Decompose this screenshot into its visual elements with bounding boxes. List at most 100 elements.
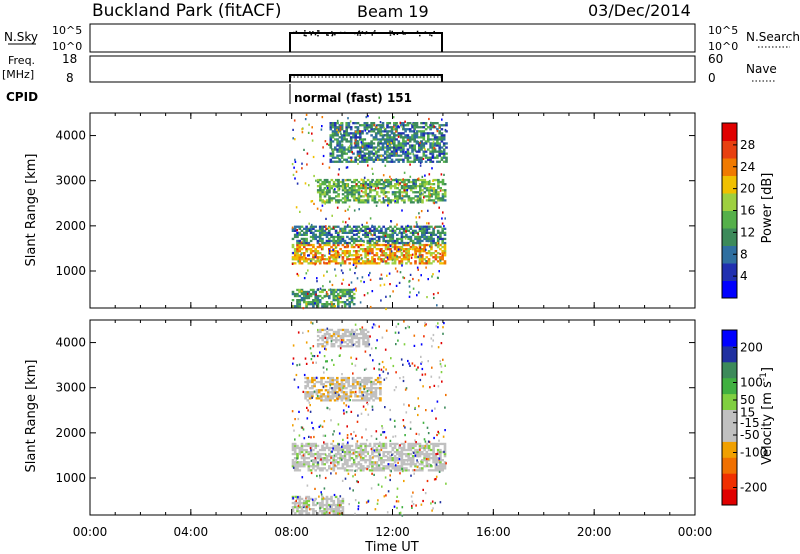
power-cell bbox=[323, 274, 325, 277]
power-cell bbox=[377, 132, 380, 135]
power-cell bbox=[366, 292, 369, 295]
power-cell bbox=[371, 185, 374, 188]
power-cell bbox=[328, 239, 331, 243]
power-cell bbox=[378, 187, 381, 190]
power-cell bbox=[364, 252, 367, 255]
velocity-cell bbox=[291, 465, 295, 468]
power-cell bbox=[330, 123, 333, 126]
power-cell bbox=[385, 158, 388, 162]
power-cell bbox=[404, 120, 406, 123]
velocity-cell bbox=[349, 332, 351, 335]
power-cell bbox=[386, 144, 389, 147]
power-cell bbox=[305, 290, 308, 294]
nsky-point bbox=[378, 32, 381, 34]
power-cell bbox=[319, 191, 322, 194]
power-cell bbox=[339, 248, 342, 251]
power-cell bbox=[348, 237, 351, 241]
velocity-colorbar-tick: 15 bbox=[740, 405, 755, 419]
velocity-cell bbox=[339, 501, 342, 505]
velocity-cell bbox=[432, 459, 435, 462]
velocity-cell bbox=[379, 380, 382, 384]
velocity-cell bbox=[360, 332, 363, 336]
power-cell bbox=[399, 182, 401, 185]
nsky-point bbox=[419, 34, 421, 37]
power-cell bbox=[325, 201, 329, 204]
power-cell bbox=[348, 199, 352, 202]
power-cell bbox=[411, 229, 415, 232]
power-cell bbox=[372, 158, 376, 161]
velocity-colorbar-segment bbox=[722, 425, 737, 442]
power-cell bbox=[336, 133, 338, 136]
velocity-cell bbox=[389, 439, 392, 442]
power-cell bbox=[337, 250, 339, 253]
velocity-cell bbox=[392, 364, 395, 368]
power-cell bbox=[345, 126, 348, 129]
power-cell bbox=[369, 185, 372, 188]
power-cell bbox=[332, 303, 336, 306]
velocity-cell bbox=[352, 463, 356, 466]
velocity-cell bbox=[352, 448, 356, 452]
velocity-cell bbox=[389, 442, 392, 446]
velocity-cell bbox=[418, 405, 420, 408]
velocity-cell bbox=[316, 465, 320, 468]
velocity-cell bbox=[377, 469, 381, 472]
power-cell bbox=[387, 191, 390, 194]
power-cell bbox=[321, 183, 324, 186]
power-cell bbox=[399, 271, 402, 274]
power-cell bbox=[305, 227, 308, 230]
velocity-cell bbox=[372, 380, 375, 384]
velocity-cell bbox=[314, 499, 317, 502]
power-cell bbox=[365, 146, 369, 149]
velocity-cell bbox=[353, 334, 356, 338]
velocity-cell bbox=[355, 450, 358, 454]
velocity-cell bbox=[351, 362, 353, 365]
power-cell bbox=[407, 256, 410, 259]
power-cell bbox=[368, 229, 371, 232]
velocity-cell bbox=[370, 487, 373, 490]
power-cell bbox=[396, 187, 399, 190]
velocity-cell bbox=[389, 408, 391, 412]
power-cell bbox=[405, 187, 408, 190]
velocity-cell bbox=[360, 328, 363, 332]
power-cell bbox=[424, 140, 428, 143]
velocity-cell bbox=[341, 334, 345, 338]
velocity-cell bbox=[319, 336, 322, 340]
power-cell bbox=[384, 186, 387, 189]
velocity-cell bbox=[347, 385, 350, 388]
velocity-cell bbox=[339, 499, 342, 503]
power-cell bbox=[291, 292, 295, 296]
nsky-point bbox=[334, 33, 336, 36]
power-cell bbox=[418, 262, 422, 265]
power-cell bbox=[428, 189, 431, 192]
power-cell bbox=[330, 239, 333, 243]
power-cell bbox=[409, 245, 413, 249]
velocity-cell bbox=[338, 507, 341, 510]
power-cell bbox=[440, 134, 444, 137]
velocity-cell bbox=[291, 463, 295, 466]
velocity-cell bbox=[432, 450, 435, 454]
power-cell bbox=[415, 134, 419, 137]
power-cell bbox=[402, 160, 405, 163]
velocity-cell bbox=[336, 383, 339, 386]
velocity-cell bbox=[319, 351, 321, 354]
power-cell bbox=[355, 258, 358, 261]
power-cell bbox=[330, 199, 334, 202]
power-cell bbox=[357, 253, 360, 256]
power-cell bbox=[291, 256, 295, 259]
power-cell bbox=[337, 178, 340, 182]
velocity-cell bbox=[417, 413, 419, 417]
power-cell bbox=[407, 258, 410, 261]
velocity-cell bbox=[323, 497, 326, 501]
velocity-cell bbox=[391, 446, 395, 450]
velocity-cell bbox=[321, 457, 324, 460]
power-cell bbox=[420, 136, 423, 139]
nsky-point bbox=[331, 31, 333, 33]
velocity-cell bbox=[355, 446, 358, 450]
velocity-cell bbox=[376, 467, 378, 470]
power-cell bbox=[434, 233, 438, 236]
velocity-cell bbox=[321, 328, 324, 332]
velocity-cell bbox=[398, 512, 401, 515]
power-cell bbox=[356, 132, 360, 135]
velocity-cell bbox=[348, 469, 351, 472]
velocity-cell bbox=[357, 455, 361, 458]
